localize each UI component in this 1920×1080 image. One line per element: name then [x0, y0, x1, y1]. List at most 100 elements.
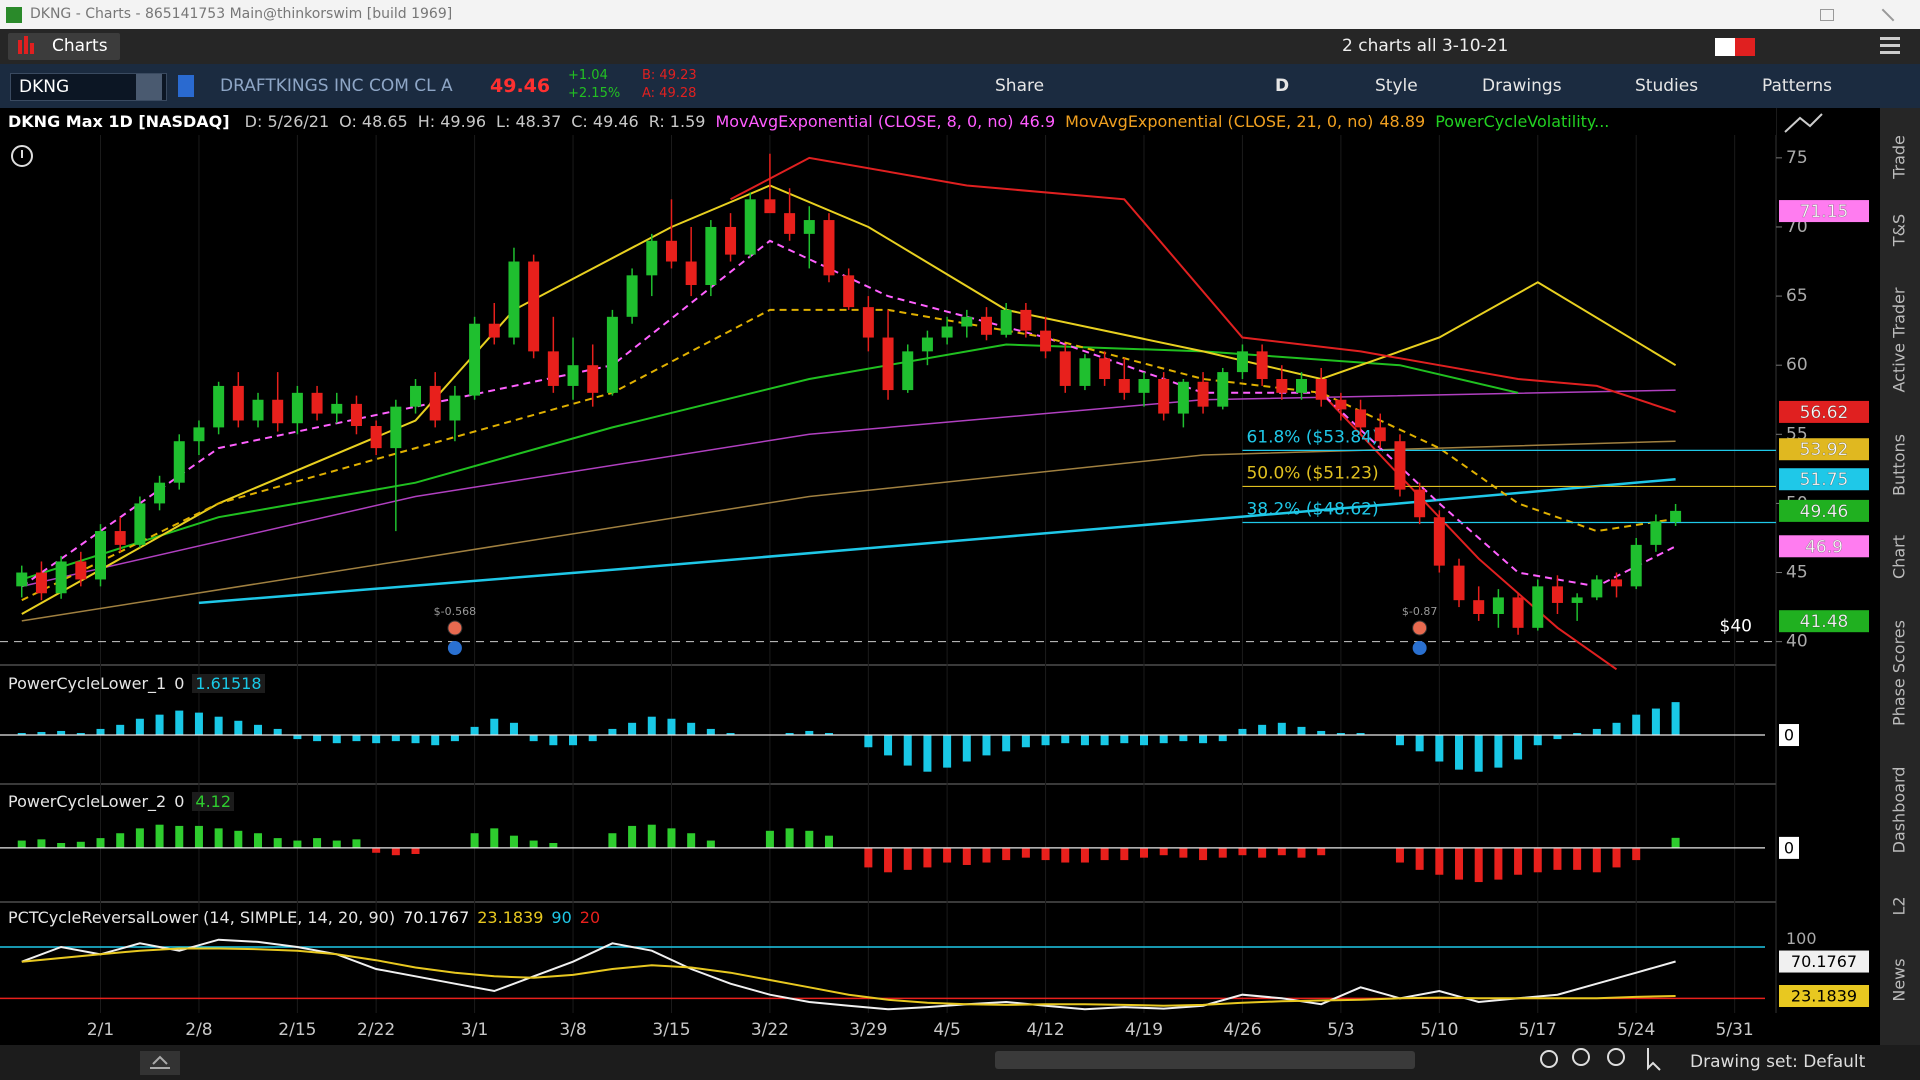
symbol-bar: DKNG DRAFTKINGS INC COM CL A 49.46 +1.04… — [0, 64, 1920, 108]
background — [0, 108, 1920, 1080]
x-tick-label: 4/19 — [1125, 1020, 1163, 1040]
drawing-set[interactable]: Drawing set: Default — [1690, 1052, 1866, 1072]
histogram-bar — [194, 825, 203, 848]
side-tab[interactable]: Phase Scores — [1890, 620, 1909, 726]
candle-body — [1414, 489, 1426, 518]
histogram-bar — [1080, 735, 1089, 746]
menu-button[interactable] — [1880, 37, 1900, 40]
app-label: Charts — [52, 36, 108, 56]
layout-selector[interactable] — [1715, 38, 1755, 56]
histogram-bar — [234, 720, 243, 736]
price-tag — [1779, 535, 1869, 558]
candle-body — [980, 316, 992, 335]
price-tag — [1779, 200, 1869, 223]
candle-body — [488, 323, 500, 338]
side-tab[interactable]: Dashboard — [1890, 767, 1909, 854]
expand-icon[interactable] — [1784, 113, 1823, 133]
histogram-bar — [57, 843, 66, 848]
histogram-bar — [17, 840, 26, 848]
histogram-bar — [943, 735, 952, 768]
scroll-thumb[interactable] — [995, 1051, 1415, 1069]
price-tag-label: 53.92 — [1800, 440, 1849, 460]
aggregation-button[interactable]: D — [1275, 76, 1290, 96]
share-button[interactable]: Share — [995, 76, 1045, 96]
candle-body — [1118, 379, 1130, 393]
histogram-bar — [1317, 730, 1326, 736]
histogram-bar — [1120, 735, 1129, 744]
candle-body — [961, 316, 973, 327]
candle-body — [311, 392, 323, 414]
alert-icon[interactable] — [11, 145, 33, 167]
y-tick-label: 45 — [1786, 563, 1808, 583]
axis-tag — [1779, 724, 1799, 747]
restore-button[interactable] — [1820, 9, 1834, 21]
chart-set[interactable]: 2 charts all 3-10-21 — [1342, 36, 1509, 56]
candle-body — [55, 561, 67, 594]
earnings-label: $-0.568 — [434, 605, 476, 618]
histogram-bar — [884, 847, 893, 873]
side-tab[interactable]: Buttons — [1890, 434, 1909, 496]
y-tick-label: 0 — [1784, 838, 1794, 857]
histogram-bar — [431, 735, 440, 746]
zoom-out-icon[interactable] — [1607, 1048, 1625, 1066]
price-tag — [1779, 610, 1869, 633]
side-tab[interactable]: News — [1890, 958, 1909, 1001]
histogram-bar — [175, 710, 184, 736]
panel-header: PowerCycleLower_2 0 4.12 — [8, 790, 242, 814]
histogram-bar — [1415, 847, 1424, 870]
histogram-bar — [529, 735, 538, 742]
side-tab[interactable]: T&S — [1890, 214, 1909, 247]
candle-body — [252, 399, 264, 421]
histogram-bar — [76, 732, 85, 736]
histogram-bar — [962, 735, 971, 762]
zoom-in-icon[interactable] — [1572, 1048, 1590, 1066]
side-tab[interactable]: Chart — [1890, 535, 1909, 579]
histogram-bar — [1179, 735, 1188, 742]
price-tag-label: 41.48 — [1800, 612, 1849, 632]
studies-button[interactable]: Studies — [1635, 76, 1699, 96]
style-button[interactable]: Style — [1375, 76, 1418, 96]
crosshair-icon[interactable] — [1540, 1050, 1558, 1068]
close-button[interactable] — [1881, 8, 1895, 22]
chart-header: DKNG Max 1D [NASDAQ] D: 5/26/21 O: 48.65 H… — [0, 108, 1776, 135]
charts-tab[interactable]: Charts — [8, 33, 120, 60]
candle-body — [213, 385, 225, 428]
histogram-bar — [1238, 847, 1247, 856]
cursor-icon[interactable] — [1647, 1048, 1661, 1071]
candle-body — [1020, 309, 1032, 331]
symbol-box[interactable]: DKNG — [10, 73, 167, 101]
histogram-bar — [1494, 847, 1503, 880]
candle-body — [429, 385, 441, 421]
histogram-bar — [116, 724, 125, 736]
histogram-bar — [1021, 847, 1030, 858]
side-tab-column — [1880, 108, 1920, 1048]
study-label: MovAvgExponential (CLOSE, 21, 0, no) — [1065, 112, 1374, 131]
histogram-bar — [1080, 847, 1089, 863]
x-tick-label: 2/22 — [357, 1020, 395, 1040]
price-tag-label: 51.75 — [1800, 470, 1849, 490]
histogram-bar — [1671, 837, 1680, 848]
drawings-button[interactable]: Drawings — [1482, 76, 1562, 96]
candle-body — [1591, 579, 1603, 598]
symbol-dropdown[interactable] — [136, 74, 162, 100]
collapse-button[interactable] — [140, 1051, 180, 1075]
histogram-bar — [1395, 847, 1404, 863]
histogram-bar — [254, 833, 263, 848]
candle-body — [764, 199, 776, 214]
histogram-bar — [1514, 847, 1523, 875]
candle-body — [95, 531, 107, 580]
zoom-tools[interactable] — [1540, 1048, 1661, 1071]
side-tab[interactable]: L2 — [1890, 896, 1909, 915]
histogram-bar — [785, 828, 794, 848]
side-tab[interactable]: Trade — [1890, 135, 1909, 180]
candle-body — [35, 572, 47, 594]
link-button[interactable] — [178, 75, 194, 97]
histogram-bar — [96, 838, 105, 848]
candle-body — [1059, 351, 1071, 386]
histogram-bar — [490, 718, 499, 736]
candle-body — [1256, 351, 1268, 380]
side-tab[interactable]: Active Trader — [1890, 287, 1909, 392]
histogram-bar — [1494, 735, 1503, 768]
ohlc-field: L: 48.37 — [496, 112, 562, 131]
patterns-button[interactable]: Patterns — [1762, 76, 1833, 96]
